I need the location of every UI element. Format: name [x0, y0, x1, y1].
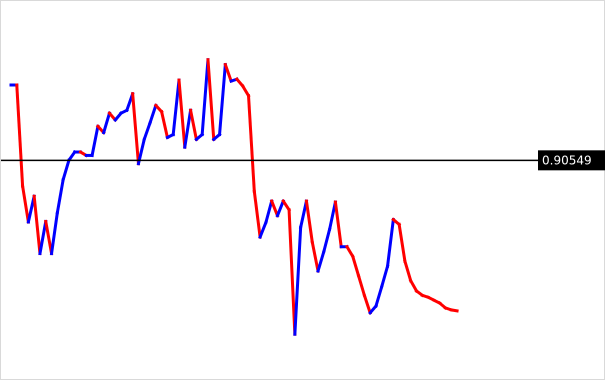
line-segment — [217, 62, 227, 137]
line-segment — [171, 78, 181, 137]
line-segment — [188, 108, 199, 142]
line-segment — [374, 284, 384, 308]
line-segment — [449, 308, 459, 313]
line-segment — [49, 211, 60, 256]
line-segment — [206, 58, 216, 142]
line-segment — [32, 194, 42, 256]
line-segment — [322, 227, 332, 254]
line-segment — [142, 120, 152, 142]
line-segment — [269, 199, 280, 218]
line-segment — [183, 108, 193, 149]
line-segment — [379, 264, 390, 289]
line-segment — [403, 259, 413, 283]
line-segment — [55, 177, 65, 215]
line-segment — [20, 184, 31, 224]
line-segment — [287, 208, 297, 336]
line-segment — [223, 62, 234, 84]
line-segment — [293, 225, 303, 336]
line-segment — [298, 199, 309, 230]
line-segment — [304, 199, 314, 244]
line-segment — [327, 200, 338, 232]
line-segment — [408, 278, 419, 293]
line-segment — [159, 109, 170, 140]
price-label-background — [538, 150, 605, 171]
line-segment — [264, 199, 274, 225]
price-series — [9, 58, 459, 336]
line-segment — [356, 274, 367, 298]
line-segment — [385, 217, 396, 268]
line-segment — [240, 83, 251, 98]
line-segment — [252, 189, 262, 239]
line-segment — [38, 219, 48, 256]
line-segment — [310, 240, 320, 273]
line-segment — [61, 158, 71, 182]
line-segment — [200, 58, 210, 137]
line-segment — [275, 199, 286, 218]
line-segment — [258, 220, 268, 239]
line-segment — [333, 200, 343, 249]
line-segment — [44, 219, 54, 256]
line-segment — [177, 78, 187, 149]
line-segment — [15, 83, 25, 188]
line-segment — [131, 92, 141, 166]
line-segment — [316, 249, 326, 273]
line-segment — [350, 254, 361, 278]
price-label: 0.90549 — [542, 153, 592, 167]
line-segment — [362, 293, 373, 315]
line-segment — [90, 124, 100, 158]
line-segment — [344, 244, 355, 259]
line-segment — [101, 111, 112, 135]
line-segment — [246, 94, 256, 193]
line-segment — [397, 222, 407, 264]
line-segment — [148, 103, 158, 125]
